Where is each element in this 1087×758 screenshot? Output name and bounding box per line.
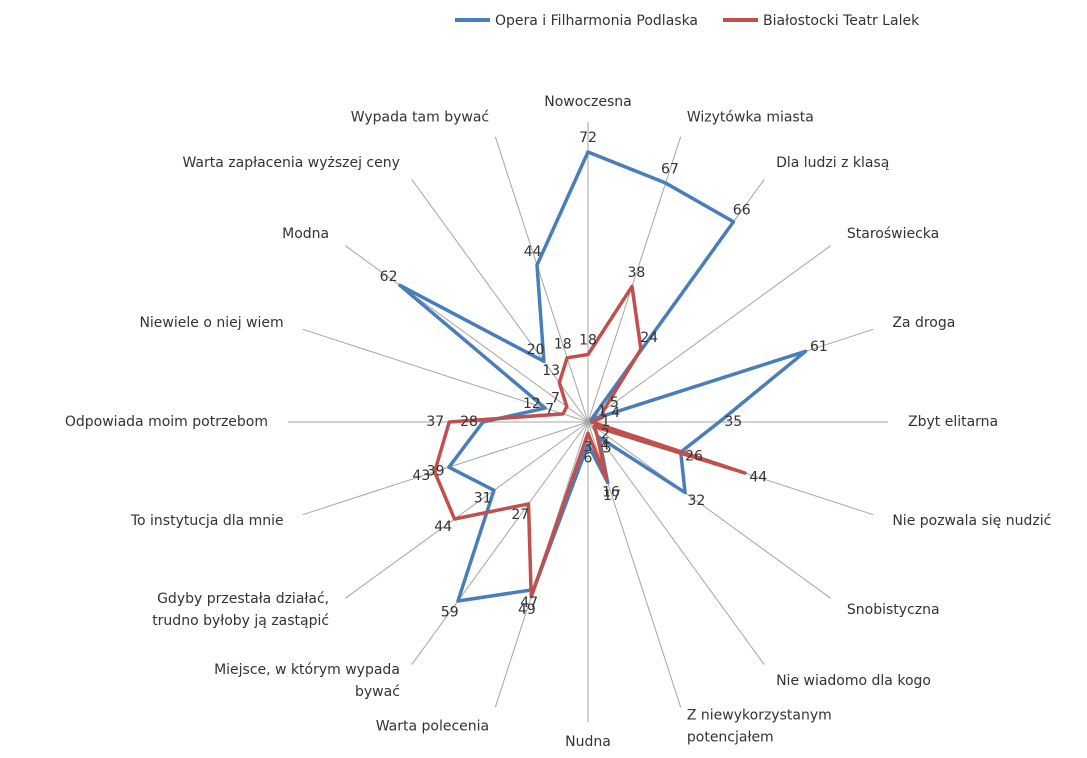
- data-label: 47: [520, 595, 538, 611]
- axis-line: [302, 421, 589, 516]
- data-label: 1: [601, 414, 610, 430]
- data-label: 5: [603, 440, 612, 456]
- category-label: Modna: [282, 226, 329, 242]
- category-label: Dla ludzi z klasą: [776, 155, 889, 171]
- data-label: 38: [627, 265, 645, 281]
- category-label: Za droga: [892, 315, 955, 331]
- category-label: Nowoczesna: [544, 94, 631, 110]
- category-label: Wypada tam bywać: [351, 110, 489, 126]
- axis-line: [345, 245, 589, 423]
- category-label: To instytucja dla mnie: [130, 513, 284, 529]
- data-label: 66: [733, 202, 751, 218]
- axis-line: [494, 136, 589, 423]
- data-label: 7: [545, 402, 554, 418]
- legend-label: Białostocki Teatr Lalek: [763, 13, 920, 29]
- data-label: 62: [380, 269, 398, 285]
- category-label: Gdyby przestała działać, trudno byłoby ją…: [152, 591, 329, 629]
- category-label: Warta polecenia: [376, 718, 489, 734]
- category-label: Warta zapłacenia wyższej ceny: [182, 155, 399, 171]
- axis-line: [587, 421, 765, 665]
- data-label: 44: [434, 519, 452, 535]
- data-label: 35: [724, 414, 742, 430]
- axis-line: [587, 245, 831, 423]
- data-label: 20: [527, 342, 545, 358]
- axis-line: [302, 328, 589, 423]
- category-label: Staroświecka: [847, 226, 939, 242]
- category-label: Wizytówka miasta: [687, 110, 814, 126]
- data-label: 43: [412, 468, 430, 484]
- axis-line: [411, 421, 589, 665]
- data-label: 67: [661, 162, 679, 178]
- data-label: 39: [427, 464, 445, 480]
- data-label: 3: [584, 439, 593, 455]
- data-label: 12: [523, 396, 541, 412]
- series-line: [432, 284, 747, 599]
- data-label: 44: [524, 244, 542, 260]
- series-line: [398, 150, 808, 603]
- category-label: Snobistyczna: [847, 602, 940, 618]
- data-label: 4: [611, 405, 620, 421]
- data-label: 28: [460, 414, 478, 430]
- category-label: Nudna: [565, 734, 611, 750]
- category-label: Nie pozwala się nudzić: [892, 513, 1051, 529]
- category-label: Odpowiada moim potrzebom: [65, 414, 268, 430]
- data-label: 18: [554, 336, 572, 352]
- category-label: Z niewykorzystanym potencjałem: [687, 707, 832, 745]
- data-label: 26: [685, 448, 703, 464]
- data-label: 44: [749, 469, 767, 485]
- data-label: 7: [551, 390, 560, 406]
- data-label: 1: [598, 404, 607, 420]
- data-label: 6: [584, 451, 593, 467]
- data-label: 4: [601, 437, 610, 453]
- data-label: 27: [511, 507, 529, 523]
- data-label: 24: [640, 330, 658, 346]
- axis-line: [345, 421, 589, 599]
- data-label: 49: [518, 602, 536, 618]
- data-label: 32: [687, 493, 705, 509]
- data-label: 16: [602, 484, 620, 500]
- category-label: Miejsce, w którym wypada bywać: [214, 662, 400, 700]
- data-label: 5: [610, 395, 619, 411]
- data-label: 17: [603, 488, 621, 504]
- data-label: 18: [579, 333, 597, 349]
- legend-label: Opera i Filharmonia Podlaska: [495, 13, 698, 29]
- data-label: 31: [474, 491, 492, 507]
- data-label: 59: [441, 604, 459, 620]
- data-label: 13: [542, 363, 560, 379]
- data-label: 37: [426, 414, 444, 430]
- category-label: Niewiele o niej wiem: [139, 315, 283, 331]
- category-label: Zbyt elitarna: [908, 414, 998, 430]
- category-label: Nie wiadomo dla kogo: [776, 673, 931, 689]
- data-label: 61: [810, 339, 828, 355]
- data-label: 2: [601, 427, 610, 443]
- data-label: 72: [579, 130, 597, 146]
- axis-line: [587, 421, 831, 599]
